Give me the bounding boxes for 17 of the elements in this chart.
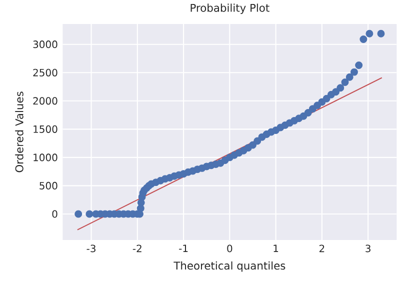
x-tick-label: 0 xyxy=(227,244,232,252)
y-tick-label: 3000 xyxy=(33,40,58,48)
y-axis-title: Ordered Values xyxy=(15,92,24,172)
x-tick-label: -1 xyxy=(179,244,188,252)
y-tick-label: 500 xyxy=(40,182,58,190)
x-tick-label: 2 xyxy=(319,244,324,252)
x-axis-title: Theoretical quantiles xyxy=(174,261,286,272)
y-tick-label: 2000 xyxy=(33,97,58,105)
x-tick-label: 3 xyxy=(366,244,370,252)
x-tick-label: 1 xyxy=(274,244,278,252)
y-tick-label: 1000 xyxy=(34,154,58,162)
y-tick-label: 0 xyxy=(52,210,58,218)
y-tick-label: 1500 xyxy=(34,125,58,133)
x-tick-label: -2 xyxy=(132,244,142,252)
x-tick-label: -3 xyxy=(86,244,96,252)
chart-title: Probability Plot xyxy=(190,4,270,14)
y-tick-label: 2500 xyxy=(33,68,58,76)
